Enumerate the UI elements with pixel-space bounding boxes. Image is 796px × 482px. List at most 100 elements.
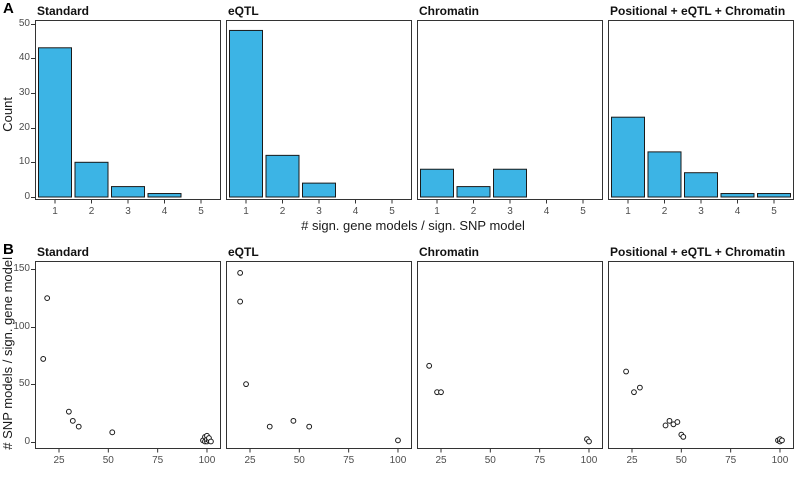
bar	[229, 29, 263, 198]
y-tick-label: 0	[24, 191, 30, 202]
scatter-plot-standard: 25 50 75 100	[35, 261, 221, 469]
bar	[611, 116, 645, 198]
x-tick-label: 4	[162, 206, 168, 217]
subplot-title: Chromatin	[419, 245, 479, 259]
x-tick-label: 4	[353, 206, 359, 217]
scatter-point	[586, 438, 592, 445]
x-tick-label: 5	[389, 206, 395, 217]
subplot-title: Chromatin	[419, 4, 479, 18]
bar	[493, 168, 527, 198]
bar-chart-eqtl: 1 2 3 4 5	[226, 20, 412, 220]
scatter-point	[438, 389, 444, 396]
scatter-point	[674, 419, 681, 425]
scatter-plot-eqtl: 25 50 75 100	[226, 261, 412, 469]
subplot-b-chromatin: Chromatin 25 50 75 100	[417, 245, 603, 469]
scatter-point	[237, 269, 244, 276]
x-tick-label: 1	[243, 206, 249, 217]
panel-a-y-axis-label: Count	[0, 96, 15, 132]
scatter-point	[69, 417, 76, 424]
x-tick-label: 1	[434, 206, 440, 217]
x-tick-label: 1	[625, 206, 631, 217]
panel-b-y-axis-ticks: 0 50 100 150	[13, 245, 35, 469]
bar-plot-area: 1 2 3 4 5	[35, 20, 221, 217]
subplot-a-chromatin: Chromatin 1 2 3 4 5	[417, 4, 603, 220]
subplot-a-standard: Standard 1 2 3 4 5	[35, 4, 221, 220]
panel-a-y-axis-ticks: 0 10 20 30 40 50	[14, 4, 35, 220]
subplot-a-positional: Positional + eQTL + Chromatin 1 2 3 4 5	[608, 4, 794, 220]
x-tick-label: 3	[698, 206, 704, 217]
x-tick-label: 50	[294, 455, 306, 466]
bar	[111, 186, 145, 198]
scatter-point	[636, 384, 643, 391]
scatter-point	[666, 417, 673, 424]
x-tick-label: 50	[485, 455, 497, 466]
scatter-point	[75, 423, 82, 430]
y-tick-label: 150	[13, 263, 30, 275]
panel-a-letter: A	[3, 0, 14, 17]
y-tick-mark	[31, 127, 35, 129]
scatter-point	[623, 368, 629, 375]
scatter-point	[237, 298, 244, 305]
scatter-point	[662, 422, 669, 429]
scatter-plot-area: 25 50 75 100	[35, 261, 221, 466]
bar	[647, 151, 682, 198]
scatter-point	[208, 438, 214, 445]
x-tick-label: 75	[152, 455, 164, 466]
scatter-plot-chromatin: 25 50 75 100	[417, 261, 603, 469]
subplot-title: Positional + eQTL + Chromatin	[610, 245, 786, 259]
panel-b-row: B # SNP models / sign. gene model 0 50 100…	[0, 241, 796, 482]
x-tick-label: 3	[507, 206, 513, 217]
x-tick-label: 1	[52, 206, 58, 217]
x-tick-label: 25	[435, 455, 447, 466]
subplot-title: Standard	[37, 245, 90, 259]
subplot-title: eQTL	[228, 245, 259, 259]
bar-chart-chromatin: 1 2 3 4 5	[417, 20, 603, 220]
bar	[720, 193, 755, 198]
panel-a-x-axis-label: # sign. gene models / sign. SNP model	[301, 218, 525, 233]
scatter-point	[631, 389, 637, 396]
bar-chart-positional: 1 2 3 4 5	[608, 20, 794, 220]
x-tick-label: 3	[316, 206, 322, 217]
x-tick-label: 4	[544, 206, 550, 217]
y-tick-label: 100	[13, 320, 30, 332]
x-tick-label: 75	[534, 455, 546, 466]
bar	[38, 47, 72, 198]
y-tick-label: 50	[18, 378, 30, 390]
bar-plot-area: 1 2 3 4 5	[226, 20, 412, 217]
x-tick-label: 2	[662, 206, 668, 217]
scatter-point	[306, 423, 313, 430]
scatter-plot-positional: 25 50 75 100	[608, 261, 794, 469]
y-tick-mark	[31, 326, 35, 328]
subplot-b-positional: Positional + eQTL + Chromatin 25 50 75 100	[608, 245, 794, 469]
x-tick-label: 100	[390, 455, 407, 466]
x-tick-label: 2	[280, 206, 286, 217]
x-tick-label: 3	[125, 206, 131, 217]
subplot-a-eqtl: eQTL 1 2 3 4 5	[226, 4, 412, 220]
y-tick-mark	[31, 92, 35, 94]
y-tick-mark	[31, 441, 35, 443]
panel-b-ylabel-column: # SNP models / sign. gene model	[0, 251, 15, 455]
panel-a-plots: Standard 1 2 3 4 5 eQTL 1 2 3 4 5 Chromatin 1 2 3 4…	[35, 4, 794, 220]
y-tick-mark	[31, 58, 35, 60]
scatter-plot-area: 25 50 75 100	[417, 261, 603, 466]
x-tick-label: 5	[771, 206, 777, 217]
bar	[302, 182, 336, 198]
panel-b-plots: Standard 25 50 75 100 eQTL 25 50 75 100 Chroma…	[35, 245, 794, 469]
scatter-plot-area: 25 50 75 100	[608, 261, 794, 466]
x-tick-label: 75	[343, 455, 355, 466]
scatter-point	[243, 381, 249, 388]
scatter-point	[426, 362, 433, 369]
bar	[74, 161, 109, 198]
subplot-title: Standard	[37, 4, 90, 18]
scatter-point	[109, 429, 116, 436]
y-tick-label: 50	[18, 17, 30, 29]
y-tick-label: 30	[18, 86, 30, 98]
x-tick-label: 5	[198, 206, 204, 217]
y-tick-label: 10	[18, 156, 30, 168]
x-tick-label: 25	[244, 455, 256, 466]
scatter-point	[65, 408, 72, 415]
scatter-point	[44, 295, 51, 302]
y-tick-mark	[31, 384, 35, 386]
panel-b-y-axis-label: # SNP models / sign. gene model	[0, 256, 15, 450]
scatter-point	[680, 434, 687, 440]
